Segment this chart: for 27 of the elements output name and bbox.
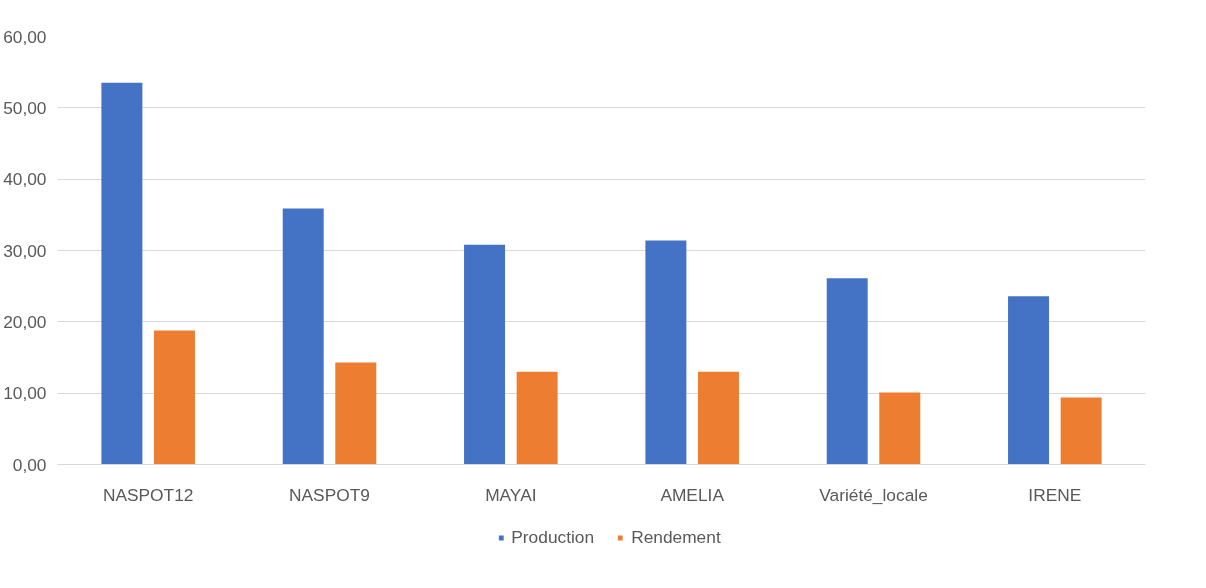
bar [153, 330, 195, 465]
bar [101, 82, 143, 465]
x-tick-label: Variété_locale [819, 484, 928, 505]
legend-label: Rendement [631, 526, 721, 548]
x-tick-label: MAYAI [485, 484, 537, 505]
bar [1008, 296, 1050, 465]
bar [879, 392, 921, 465]
y-tick-label: 0,00 [12, 454, 47, 475]
x-tick-label: AMELIA [660, 484, 725, 505]
bar [282, 208, 324, 465]
x-tick-label: NASPOT9 [289, 484, 370, 505]
y-tick-label: 50,00 [3, 97, 47, 118]
y-tick-label: 10,00 [3, 383, 47, 404]
x-tick-label: IRENE [1028, 484, 1082, 505]
y-tick-label: 20,00 [3, 311, 47, 332]
y-tick-label: 40,00 [3, 169, 47, 190]
y-tick-label: 60,00 [3, 26, 47, 47]
y-tick-label: 30,00 [3, 240, 47, 261]
bar [697, 371, 739, 465]
bar [464, 244, 506, 465]
bar [516, 371, 558, 465]
bar [1060, 397, 1102, 465]
x-tick-label: NASPOT12 [102, 484, 194, 505]
bar [826, 278, 868, 465]
bar [335, 362, 377, 465]
legend-label: Production [511, 526, 595, 548]
bar [645, 240, 687, 465]
